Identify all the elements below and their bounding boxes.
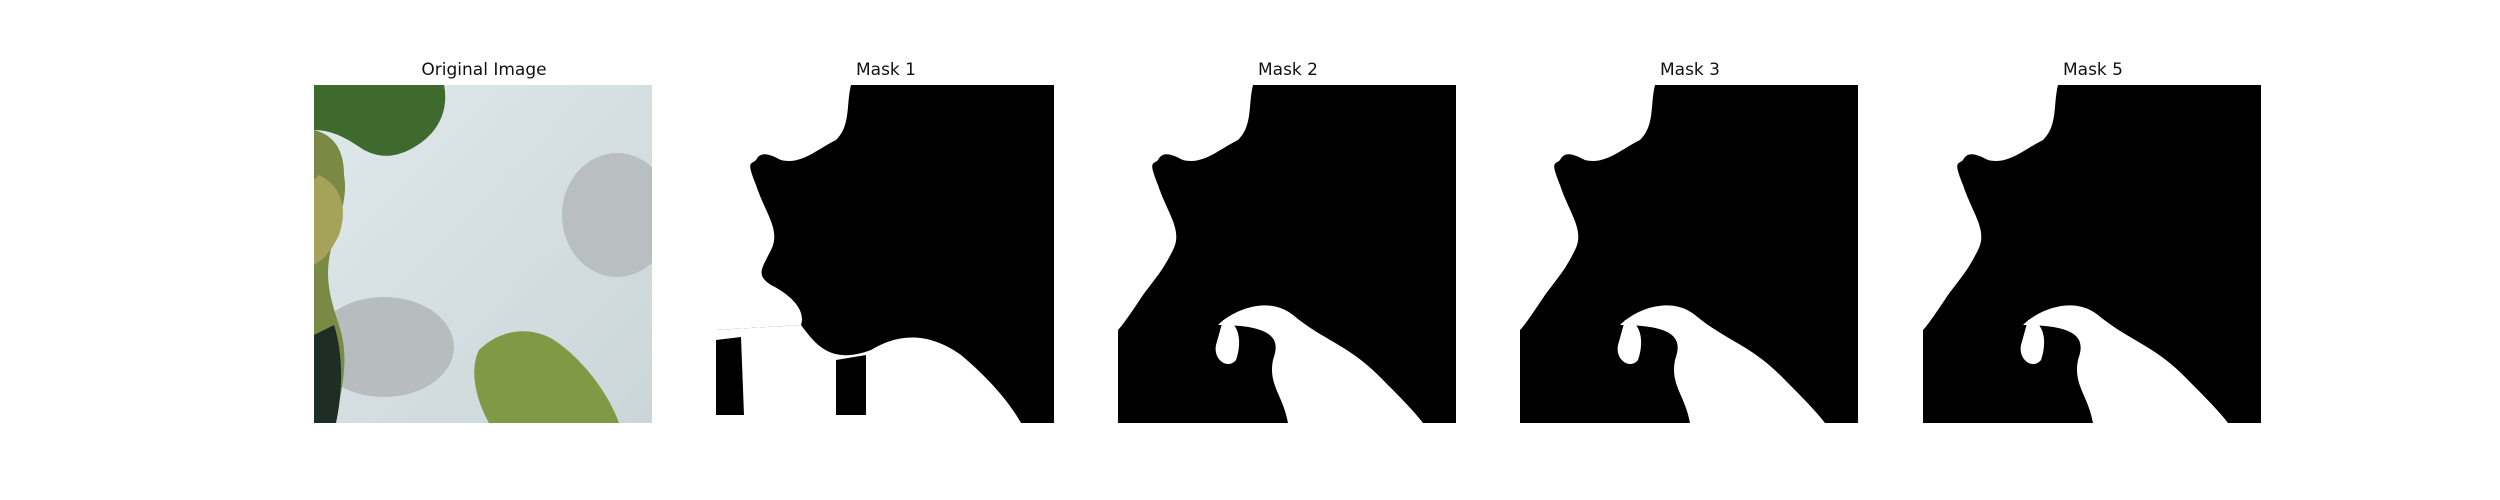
panel-mask-2: Mask 2 — [1118, 0, 1458, 500]
dark-pot-edge — [314, 325, 342, 423]
panel-title: Mask 2 — [1257, 60, 1318, 80]
leaf-bottom — [474, 331, 619, 423]
original-photo — [314, 85, 652, 423]
panel-title: Mask 3 — [1659, 60, 1720, 80]
panel-mask-5: Mask 5 — [1923, 0, 2263, 500]
panel-title: Mask 1 — [855, 60, 916, 80]
leaf-top-left — [314, 85, 446, 156]
shadow-ellipse-right — [562, 153, 652, 277]
mask-image — [1118, 85, 1456, 423]
panel-title: Original Image — [421, 60, 547, 80]
mask-image — [1520, 85, 1858, 423]
leaf-left-yellow — [314, 175, 343, 265]
mask-image — [716, 85, 1054, 423]
panel-mask-1: Mask 1 — [716, 0, 1056, 500]
panel-original-image: Original Image — [314, 0, 654, 500]
shadow-ellipse-left — [314, 297, 454, 397]
panel-title: Mask 5 — [2062, 60, 2123, 80]
panel-mask-3: Mask 3 — [1520, 0, 1860, 500]
mask-image — [1923, 85, 2261, 423]
